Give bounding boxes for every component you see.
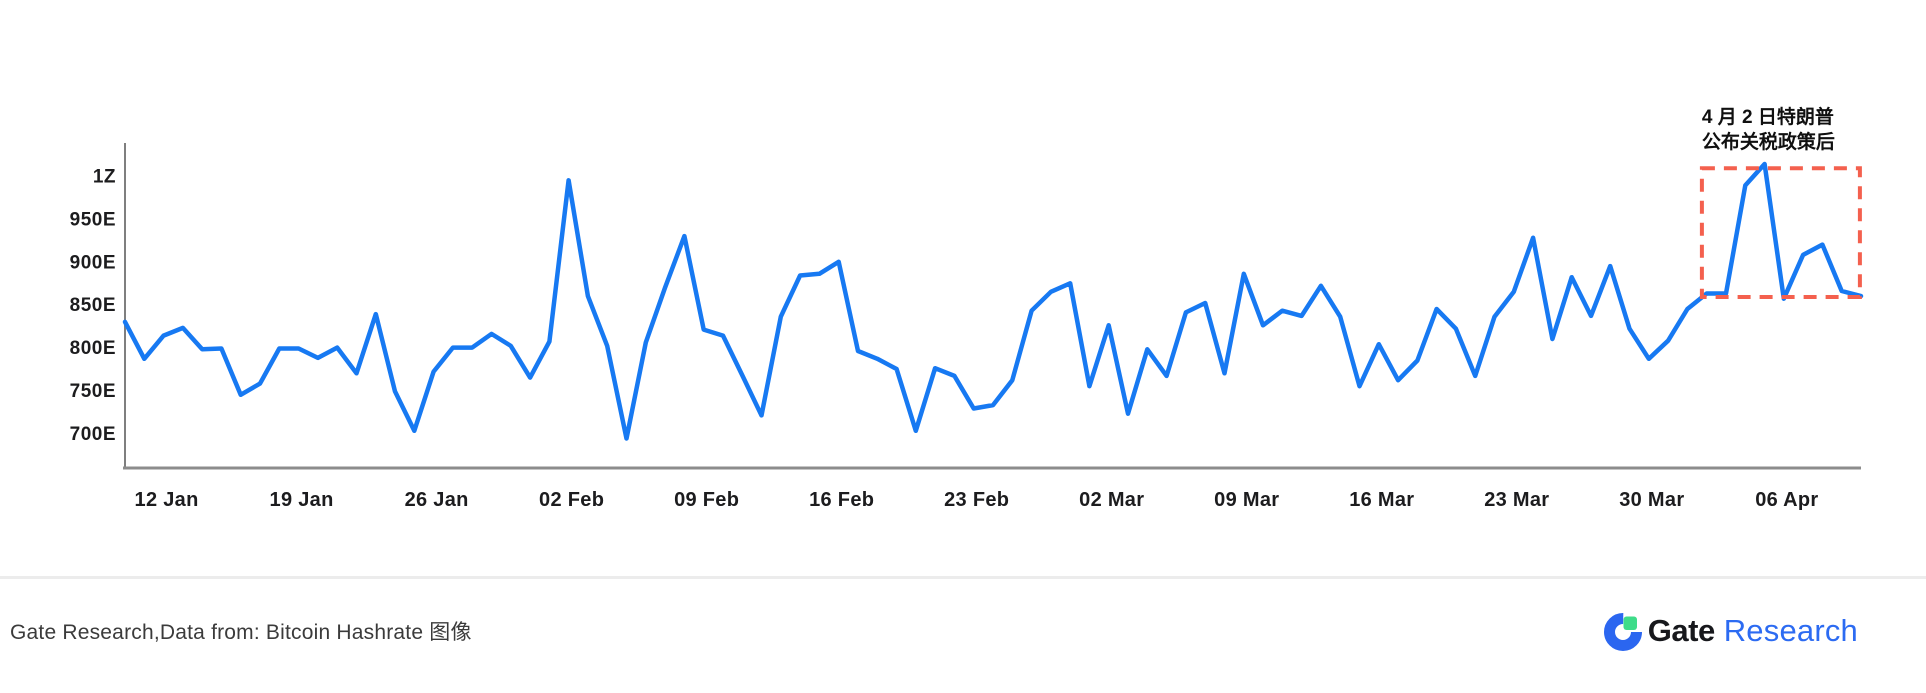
y-tick-label: 900E: [70, 252, 116, 273]
x-tick-label: 23 Mar: [1484, 489, 1549, 511]
gate-logo-icon: [1603, 613, 1642, 651]
x-tick-label: 09 Feb: [674, 489, 739, 511]
x-tick-label: 02 Mar: [1079, 489, 1144, 511]
x-tick-label: 26 Jan: [405, 489, 469, 511]
footer: Gate Research,Data from: Bitcoin Hashrat…: [0, 576, 1926, 693]
tariff-annotation-text-line2: 公布关税政策后: [1702, 130, 1835, 153]
bitcoin-hashrate-chart: 1Z 950E 900E 850E 800E 750E 700E 12 Jan 19 Jan 2…: [70, 105, 1864, 511]
hashrate-line-chart-canvas: 1Z 950E 900E 850E 800E 750E 700E 12 Jan 19 Jan 2…: [70, 105, 1864, 511]
x-tick-label: 23 Feb: [944, 489, 1009, 511]
gate-logo-brand-word: Gate: [1647, 613, 1715, 648]
y-tick-label: 700E: [70, 424, 116, 445]
y-tick-label: 1Z: [93, 167, 116, 188]
x-tick-label: 06 Apr: [1755, 489, 1818, 511]
gate-research-logo[interactable]: Gate Research: [1603, 609, 1858, 653]
data-source-text: Gate Research,Data from: Bitcoin Hashrat…: [10, 621, 472, 644]
x-tick-label: 09 Mar: [1214, 489, 1279, 511]
y-tick-label: 750E: [70, 381, 116, 402]
x-axis-labels: 12 Jan 19 Jan 26 Jan 02 Feb 09 Feb 16 Feb 23 F…: [135, 489, 1819, 511]
gate-logo-product-word: Research: [1723, 613, 1858, 648]
hashrate-line: [122, 161, 1864, 441]
x-tick-label: 12 Jan: [135, 489, 199, 511]
y-tick-label: 800E: [70, 338, 116, 359]
y-tick-label: 850E: [70, 295, 116, 316]
x-tick-label: 19 Jan: [270, 489, 334, 511]
y-axis-labels: 1Z 950E 900E 850E 800E 750E 700E: [70, 167, 116, 445]
y-tick-label: 950E: [70, 209, 116, 230]
tariff-annotation-text-line1: 4 月 2 日特朗普: [1702, 105, 1834, 128]
tariff-annotation-box: [1699, 166, 1862, 299]
x-tick-label: 02 Feb: [539, 489, 604, 511]
x-tick-label: 16 Feb: [809, 489, 874, 511]
x-tick-label: 30 Mar: [1619, 489, 1684, 511]
x-tick-label: 16 Mar: [1349, 489, 1414, 511]
